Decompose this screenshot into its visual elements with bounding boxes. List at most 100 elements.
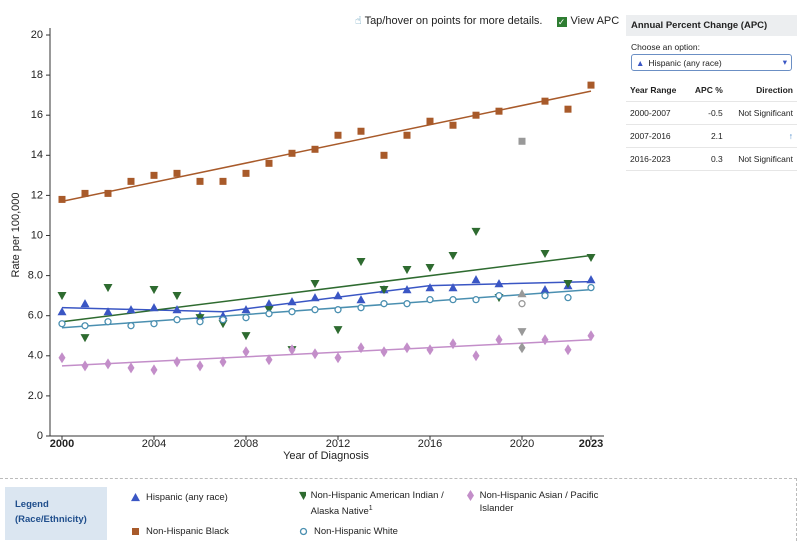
point [333, 326, 343, 335]
point [287, 297, 297, 306]
y-tick-label: 14 [31, 149, 43, 161]
legend-footnote: 1 [368, 505, 373, 512]
legend-marker-shape [131, 493, 140, 502]
point [472, 350, 480, 362]
point [471, 275, 481, 284]
point [356, 295, 366, 304]
point [334, 306, 342, 314]
point [172, 292, 182, 301]
point [426, 117, 434, 125]
point [334, 352, 342, 364]
view-apc[interactable]: ✓ View APC [556, 14, 620, 27]
point [311, 306, 319, 314]
point [448, 251, 458, 261]
x-tick-label: 2023 [579, 438, 603, 450]
y-tick-label: 16 [31, 109, 43, 121]
point [379, 286, 389, 295]
apc-cell: Not Significant [726, 101, 797, 125]
y-tick-label: 0 [37, 430, 43, 442]
legend-title: Legend (Race/Ethnicity) [5, 487, 107, 540]
point [333, 291, 343, 300]
y-tick-label: 20 [31, 29, 43, 41]
point [449, 296, 457, 304]
apc-header-row: Year Range APC % Direction [626, 79, 797, 102]
legend-marker-shape [132, 528, 139, 535]
x-tick-label: 2012 [326, 438, 350, 450]
y-tick-label: 12 [31, 189, 43, 201]
point [518, 342, 526, 354]
point [196, 360, 204, 372]
trend-line [61, 339, 592, 367]
trend-line [61, 90, 592, 203]
point [540, 285, 550, 294]
point [587, 330, 595, 342]
panel-title: Annual Percent Change (APC) [626, 15, 797, 36]
point [288, 344, 296, 356]
point [58, 195, 66, 203]
legend-label: Non-Hispanic Asian / Pacific Islander [480, 489, 615, 515]
apc-panel: Annual Percent Change (APC) Choose an op… [626, 15, 797, 171]
x-tick-label: 2008 [234, 438, 258, 450]
point [219, 356, 227, 368]
legend-text: Non-Hispanic Asian / Pacific Islander [479, 490, 599, 514]
apc-table: Year Range APC % Direction 2000-2007 -0.5 Not… [626, 79, 797, 171]
apc-cell: Not Significant [726, 147, 797, 171]
series-select[interactable]: ▲ Hispanic (any race) ▾ [631, 54, 792, 71]
point [449, 338, 457, 350]
point [541, 291, 549, 300]
point [242, 314, 250, 322]
point [196, 318, 204, 326]
point [563, 280, 573, 289]
apc-row: 2016-2023 0.3 Not Significant [626, 147, 797, 171]
point [58, 352, 66, 364]
point [540, 249, 550, 259]
legend-item: Non-Hispanic White [298, 525, 398, 538]
point [471, 227, 481, 236]
point [402, 265, 412, 275]
legend-text: Non-Hispanic Black [146, 526, 229, 537]
point [334, 131, 342, 139]
hint: ☝ Tap/hover on points for more details. [355, 15, 543, 27]
point [357, 342, 365, 354]
point [149, 303, 159, 312]
point [80, 299, 90, 308]
point [564, 105, 572, 113]
point [172, 305, 182, 314]
point [219, 316, 227, 324]
point [196, 177, 204, 185]
point [311, 145, 319, 153]
legend-item: Non-Hispanic Asian / Pacific Islander [465, 489, 615, 515]
y-tick-label: 4.0 [28, 350, 43, 362]
point [517, 289, 527, 298]
point [81, 322, 89, 330]
apc-cell: 0.3 [686, 147, 727, 171]
point [564, 344, 572, 356]
point [425, 283, 435, 292]
point [495, 334, 503, 346]
point [127, 322, 135, 330]
y-tick-label: 6.0 [28, 310, 43, 322]
legend-label: Hispanic (any race) [146, 491, 228, 504]
hint-text: Tap/hover on points for more details. [364, 15, 543, 27]
point [586, 275, 596, 284]
legend-item: Non-Hispanic Black [130, 525, 229, 538]
point [518, 300, 526, 308]
legend-marker-shape [467, 490, 474, 501]
legend-marker [299, 527, 308, 536]
legend-label: Non-Hispanic White [314, 525, 398, 538]
point [586, 253, 596, 263]
point [57, 292, 67, 301]
apc-row: 2000-2007 -0.5 Not Significant [626, 101, 797, 125]
point [472, 296, 480, 304]
point [104, 189, 112, 197]
point [104, 358, 112, 370]
point [81, 189, 89, 197]
legend-marker [131, 493, 140, 502]
point [495, 291, 503, 300]
point [426, 296, 434, 304]
point [173, 169, 181, 177]
point [150, 364, 158, 376]
point [104, 318, 112, 326]
point [103, 307, 113, 316]
